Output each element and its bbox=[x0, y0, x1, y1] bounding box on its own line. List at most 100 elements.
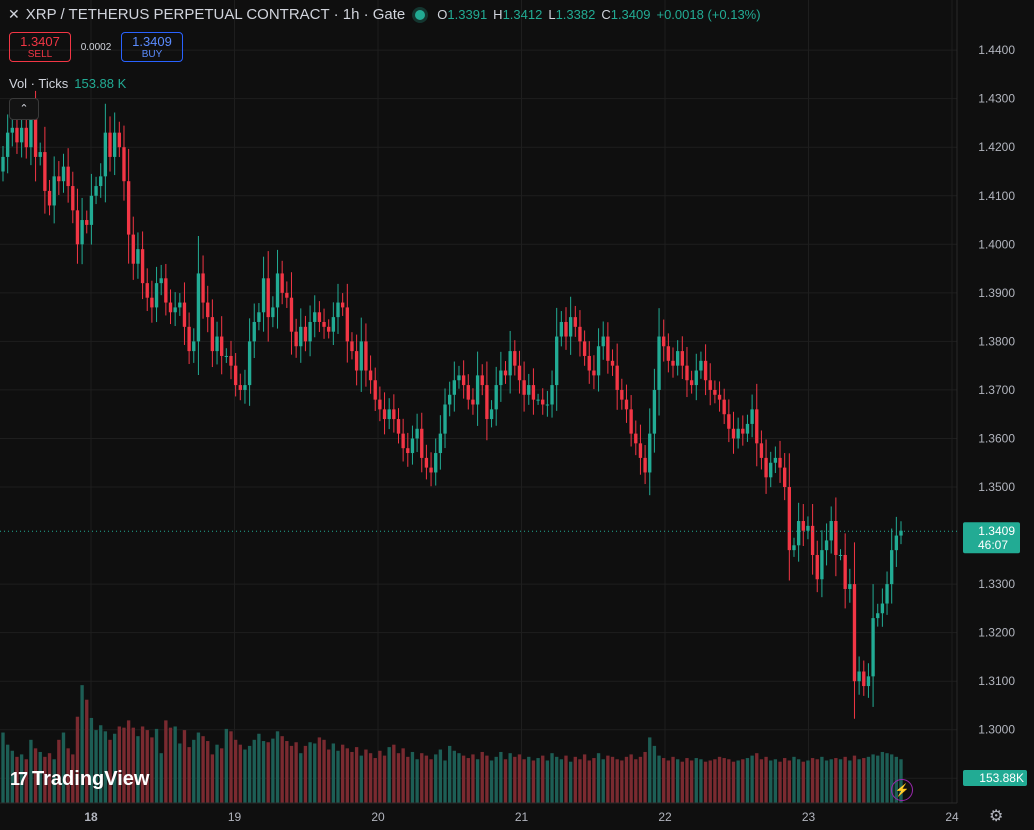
candle-body bbox=[610, 360, 615, 366]
tradingview-logo[interactable]: 17 TradingView bbox=[10, 768, 149, 791]
volume-bar bbox=[890, 754, 894, 803]
volume-bar bbox=[503, 759, 508, 803]
candle-body bbox=[210, 317, 215, 352]
volume-bar bbox=[215, 744, 219, 803]
candle-body bbox=[122, 147, 126, 182]
volume-bar bbox=[806, 760, 810, 803]
volume-bar bbox=[420, 753, 424, 803]
candle-body bbox=[410, 438, 415, 454]
volume-bar bbox=[280, 736, 284, 803]
candle-body bbox=[713, 389, 717, 395]
candle-body bbox=[634, 433, 638, 444]
volume-bar bbox=[229, 731, 233, 803]
candle-body bbox=[522, 380, 526, 395]
candle-body bbox=[382, 409, 387, 420]
candle-body bbox=[568, 317, 573, 337]
candle-body bbox=[620, 389, 624, 400]
volume-bar bbox=[247, 745, 252, 803]
collapse-legend-button[interactable]: ⌃ bbox=[9, 98, 39, 120]
volume-bar bbox=[406, 756, 410, 803]
volume-bar bbox=[773, 759, 778, 803]
candle-body bbox=[24, 127, 28, 148]
volume-bar bbox=[80, 685, 84, 803]
candle-body bbox=[796, 521, 801, 546]
volume-bar bbox=[666, 760, 671, 803]
time-tick-label: 22 bbox=[658, 810, 672, 824]
volume-bar bbox=[19, 754, 24, 803]
volume-bar bbox=[99, 725, 103, 803]
low-label: L bbox=[548, 7, 556, 22]
volume-bar bbox=[620, 760, 624, 803]
price-axis[interactable]: 1.4400 1.4300 1.4200 1.4100 1.4000 1.3900 1.38… bbox=[978, 43, 1015, 785]
volume-bar bbox=[15, 756, 19, 803]
volume-bar bbox=[182, 730, 187, 803]
lightning-icon[interactable]: ⚡ bbox=[891, 779, 913, 801]
volume-bar bbox=[429, 759, 433, 803]
candle-body bbox=[550, 385, 554, 405]
volume-bar bbox=[173, 726, 177, 803]
high-value: 1.3412 bbox=[502, 7, 543, 22]
volume-bar bbox=[792, 756, 796, 803]
candle-body bbox=[592, 370, 596, 376]
price-change: +0.0018 (+0.13%) bbox=[656, 7, 761, 22]
candle-body bbox=[885, 584, 889, 604]
volume-bar bbox=[564, 755, 568, 803]
candle-body bbox=[108, 132, 112, 157]
candle-body bbox=[89, 195, 94, 225]
candle-body bbox=[261, 278, 266, 313]
volume-bar bbox=[545, 760, 550, 803]
volume-bar bbox=[796, 759, 801, 803]
volume-bar bbox=[810, 758, 815, 803]
candle-body bbox=[350, 341, 354, 352]
candle-body bbox=[857, 671, 861, 682]
volume-bar bbox=[475, 759, 480, 803]
candle-body bbox=[126, 181, 131, 235]
candle-body bbox=[71, 186, 75, 211]
volume-bar bbox=[359, 755, 363, 803]
time-tick-label: 19 bbox=[228, 810, 242, 824]
candle-body bbox=[406, 448, 410, 454]
candle-body bbox=[494, 385, 498, 410]
candle-body bbox=[434, 453, 438, 473]
volume-bar bbox=[587, 760, 591, 803]
time-axis[interactable]: 18 19 20 21 22 23 24 bbox=[84, 810, 959, 824]
close-icon[interactable]: ✕ bbox=[8, 6, 20, 22]
buy-button[interactable]: 1.3409 BUY bbox=[121, 32, 183, 62]
volume-bar bbox=[266, 742, 270, 803]
volume-bar bbox=[350, 751, 354, 803]
volume-bar bbox=[457, 753, 461, 803]
close-label: C bbox=[601, 7, 611, 22]
sell-button[interactable]: 1.3407 SELL bbox=[9, 32, 71, 62]
volume-bar bbox=[736, 760, 740, 803]
time-tick-label: 23 bbox=[802, 810, 816, 824]
volume-bar bbox=[24, 759, 28, 803]
volume-bar bbox=[424, 755, 429, 803]
volume-bar bbox=[108, 739, 112, 803]
candle-body bbox=[792, 545, 796, 551]
volume-bar bbox=[852, 755, 857, 803]
candle-body bbox=[675, 351, 680, 366]
candle-body bbox=[233, 365, 238, 386]
symbol-title[interactable]: XRP / TETHERUS PERPETUAL CONTRACT · 1h ·… bbox=[25, 6, 406, 23]
volume-bar bbox=[629, 754, 633, 803]
candle-body bbox=[103, 132, 108, 177]
candle-body bbox=[322, 321, 326, 327]
candle-body bbox=[331, 317, 336, 332]
countdown-label: 46:07 bbox=[978, 538, 1008, 552]
candle-body bbox=[513, 351, 517, 366]
candle-body bbox=[485, 385, 489, 420]
candle-body bbox=[703, 360, 708, 381]
volume-bar bbox=[499, 751, 503, 803]
price-tick-label: 1.4000 bbox=[978, 237, 1015, 251]
candle-body bbox=[271, 307, 275, 318]
volume-legend[interactable]: Vol · Ticks 153.88 K bbox=[9, 76, 126, 91]
volume-bar bbox=[550, 753, 554, 803]
volume-bar bbox=[471, 754, 475, 803]
volume-bar bbox=[122, 727, 126, 803]
candle-body bbox=[662, 336, 666, 347]
volume-bar bbox=[192, 739, 196, 803]
settings-gear-icon[interactable]: ⚙ bbox=[989, 808, 1004, 825]
volume-bar bbox=[485, 755, 489, 803]
